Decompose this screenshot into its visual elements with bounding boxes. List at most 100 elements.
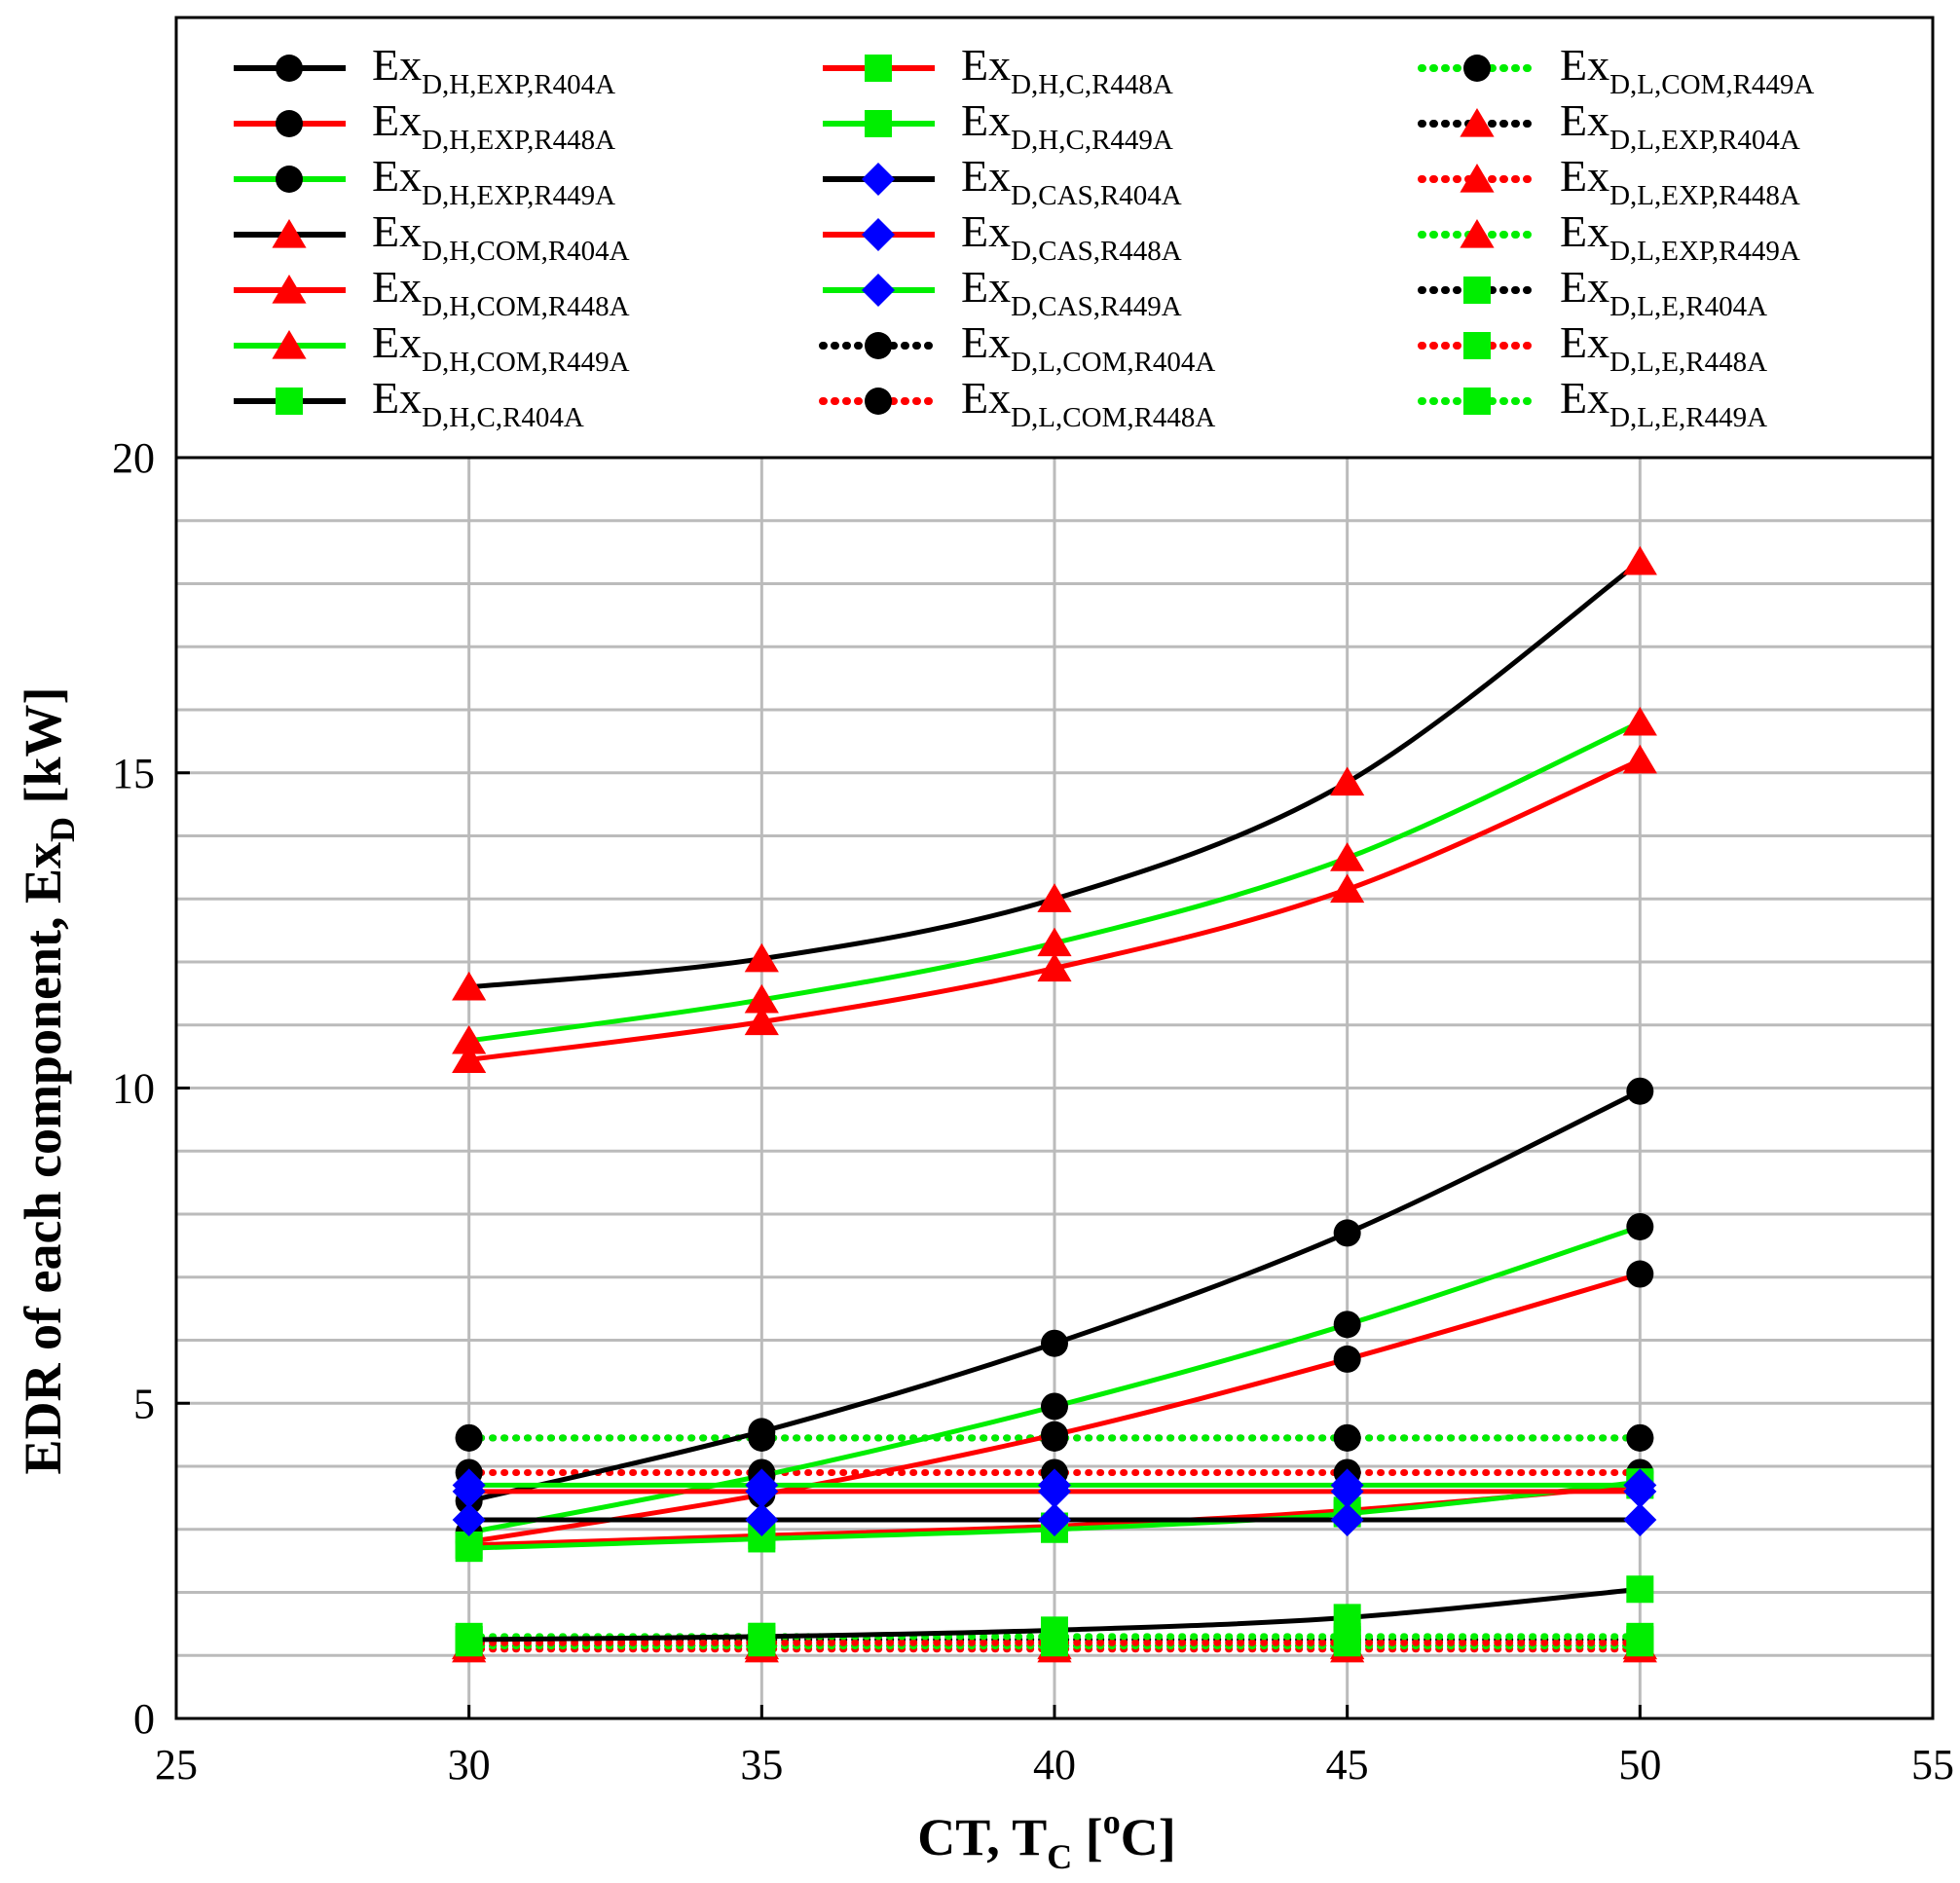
legend-label-prefix: Ex — [1560, 317, 1609, 367]
data-point-d-cas-r449a — [1330, 1468, 1364, 1502]
data-point-d-h-com-r404a — [744, 942, 779, 973]
legend-item-d-h-exp-r449a: ExD,H,EXP,R449A — [234, 151, 615, 211]
x-axis-label-close: C] — [1121, 1808, 1176, 1866]
y-axis-label-unit: [kW] — [14, 687, 72, 818]
legend-item-d-l-exp-r404a: ExD,L,EXP,R404A — [1418, 95, 1800, 156]
legend-marker — [272, 219, 307, 248]
legend: ExD,H,EXP,R404AExD,H,EXP,R448AExD,H,EXP,… — [174, 16, 1935, 460]
legend-label-sub: D,H,EXP,R448A — [422, 125, 615, 156]
x-tick-label: 55 — [1911, 1741, 1954, 1789]
legend-label-prefix: Ex — [372, 317, 422, 367]
legend-label: ExD,CAS,R404A — [961, 151, 1182, 211]
legend-label-sub: D,L,EXP,R449A — [1609, 236, 1800, 267]
x-tick-label: 30 — [448, 1741, 491, 1789]
legend-item-d-h-com-r404a: ExD,H,COM,R404A — [234, 206, 630, 267]
data-point-d-h-exp-r448a — [1626, 1260, 1654, 1288]
series-d-h-com-r449a — [452, 706, 1657, 1054]
data-point-d-h-exp-r449a — [1626, 1212, 1654, 1240]
legend-marker — [862, 274, 895, 307]
legend-item-d-h-c-r449a: ExD,H,C,R449A — [823, 95, 1173, 156]
series-d-h-com-r404a — [452, 545, 1657, 1001]
legend-label: ExD,L,COM,R448A — [961, 373, 1215, 433]
data-point-d-h-com-r449a — [1622, 706, 1657, 736]
legend-label: ExD,L,EXP,R448A — [1560, 151, 1800, 211]
data-point-d-h-exp-r449a — [1041, 1392, 1068, 1421]
y-tick-label: 0 — [133, 1695, 155, 1743]
data-point-d-h-c-r404a — [1041, 1616, 1068, 1644]
y-tick-label: 5 — [133, 1380, 155, 1427]
legend-item-d-h-exp-r448a: ExD,H,EXP,R448A — [234, 95, 615, 156]
data-point-d-h-com-r448a — [452, 1044, 487, 1073]
legend-label-prefix: Ex — [372, 95, 422, 145]
legend-label-sub: D,L,COM,R448A — [1011, 402, 1215, 433]
legend-marker — [1460, 164, 1495, 193]
legend-marker — [865, 388, 892, 415]
data-point-d-h-exp-r404a — [1626, 1077, 1654, 1105]
legend-label-prefix: Ex — [372, 40, 422, 90]
legend-item-d-h-c-r448a: ExD,H,C,R448A — [823, 40, 1173, 100]
legend-label-prefix: Ex — [1560, 262, 1609, 312]
legend-label: ExD,H,COM,R449A — [372, 317, 630, 378]
legend-item-d-h-c-r404a: ExD,H,C,R404A — [234, 373, 584, 433]
legend-label: ExD,H,C,R448A — [961, 40, 1173, 100]
x-axis-label-sub: C — [1047, 1837, 1072, 1876]
legend-label-sub: D,L,EXP,R448A — [1609, 180, 1800, 211]
series-d-h-com-r448a — [452, 744, 1657, 1073]
data-point-d-h-com-r448a — [744, 1006, 779, 1036]
data-point-d-h-com-r448a — [1037, 952, 1072, 982]
legend-item-d-l-e-r449a: ExD,L,E,R449A — [1418, 373, 1767, 433]
y-tick-label: 20 — [112, 434, 155, 482]
legend-marker — [1463, 332, 1491, 359]
legend-label-sub: D,CAS,R404A — [1011, 180, 1182, 211]
data-point-d-l-com-r449a — [1626, 1423, 1654, 1452]
legend-marker — [276, 388, 303, 415]
legend-label-sub: D,H,COM,R449A — [422, 347, 630, 378]
legend-label-prefix: Ex — [372, 262, 422, 312]
legend-label: ExD,H,COM,R404A — [372, 206, 630, 267]
legend-label: ExD,H,C,R449A — [961, 95, 1173, 156]
y-axis-label-main: EDR of each component, Ex — [14, 842, 72, 1474]
x-tick-label: 45 — [1326, 1741, 1369, 1789]
legend-label-prefix: Ex — [372, 151, 422, 201]
x-tick-label: 40 — [1033, 1741, 1076, 1789]
legend-label-prefix: Ex — [1560, 206, 1609, 256]
data-point-d-h-c-r449a — [455, 1534, 483, 1563]
legend-label: ExD,H,COM,R448A — [372, 262, 630, 322]
legend-label-sub: D,L,E,R448A — [1609, 347, 1767, 378]
legend-label: ExD,H,EXP,R448A — [372, 95, 615, 156]
legend-label-sub: D,L,COM,R449A — [1609, 69, 1814, 100]
legend-marker — [276, 166, 303, 193]
data-point-d-h-com-r404a — [1037, 883, 1072, 912]
x-tick-label: 50 — [1618, 1741, 1661, 1789]
legend-marker — [276, 110, 303, 137]
y-tick-label: 15 — [112, 750, 155, 797]
data-point-d-h-c-r404a — [1626, 1575, 1654, 1604]
legend-marker — [1463, 388, 1491, 415]
legend-label: ExD,CAS,R449A — [961, 262, 1182, 322]
axes: 25 30 35 40 45 50 55 0 5 10 15 20 — [112, 434, 1954, 1789]
legend-marker — [272, 275, 307, 304]
legend-label-sub: D,CAS,R449A — [1011, 291, 1182, 322]
legend-label-sub: D,L,E,R404A — [1609, 291, 1767, 322]
data-point-d-h-com-r449a — [1037, 927, 1072, 957]
data-point-d-h-com-r449a — [1330, 842, 1365, 871]
data-point-d-cas-r404a — [1623, 1503, 1657, 1537]
legend-label-sub: D,H,COM,R404A — [422, 236, 630, 267]
legend-label-sub: D,H,C,R404A — [422, 402, 584, 433]
data-point-d-cas-r404a — [452, 1503, 486, 1537]
legend-item-d-cas-r448a: ExD,CAS,R448A — [823, 206, 1182, 267]
legend-label-prefix: Ex — [1560, 40, 1609, 90]
series-d-cas-r449a — [452, 1468, 1657, 1502]
data-point-d-h-exp-r404a — [1041, 1329, 1068, 1357]
data-point-d-h-com-r449a — [452, 1024, 487, 1054]
legend-item-d-h-exp-r404a: ExD,H,EXP,R404A — [234, 40, 615, 100]
legend-label-sub: D,L,E,R449A — [1609, 402, 1767, 433]
legend-marker — [1463, 55, 1491, 82]
legend-box — [174, 16, 1935, 460]
x-axis-label-open: [ — [1072, 1808, 1102, 1866]
series-d-h-c-r404a — [455, 1575, 1654, 1654]
legend-label-sub: D,H,EXP,R404A — [422, 69, 615, 100]
data-point-d-h-exp-r448a — [1333, 1345, 1361, 1373]
data-point-d-h-com-r404a — [1330, 766, 1365, 796]
